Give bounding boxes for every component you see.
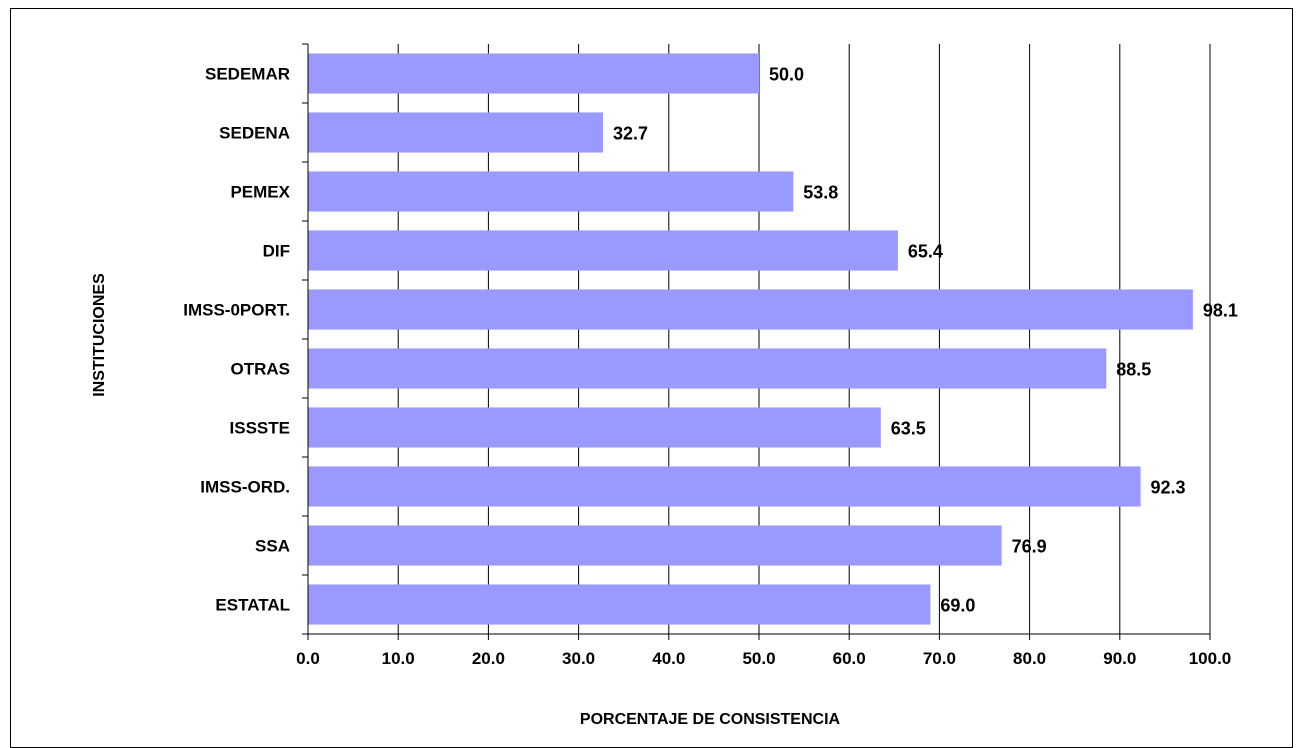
- x-tick-label: 20.0: [472, 649, 505, 668]
- bar: [308, 112, 603, 153]
- data-label: 32.7: [613, 124, 648, 144]
- axes: [302, 43, 1211, 640]
- data-label: 69.0: [940, 596, 975, 616]
- category-label: IMSS-0PORT.: [183, 301, 290, 320]
- data-label: 50.0: [769, 65, 804, 85]
- category-label: SEDENA: [219, 124, 290, 143]
- x-tick-label: 50.0: [742, 649, 775, 668]
- bar: [308, 348, 1107, 389]
- category-label: ISSSTE: [230, 419, 290, 438]
- x-tick-label: 60.0: [833, 649, 866, 668]
- bar: [308, 230, 898, 271]
- bar: [308, 525, 1002, 566]
- category-label: OTRAS: [231, 360, 291, 379]
- x-tick-label: 10.0: [382, 649, 415, 668]
- category-label: SEDEMAR: [205, 65, 290, 84]
- data-label: 76.9: [1012, 537, 1047, 557]
- bars: [308, 53, 1193, 625]
- category-label: SSA: [255, 537, 290, 556]
- labels: 0.0 10.0 20.0 30.0 40.0 50.0 60.0 70.0 80.0 90.0 1…: [183, 65, 1238, 669]
- category-label: PEMEX: [230, 183, 290, 202]
- x-tick-label: 80.0: [1013, 649, 1046, 668]
- bar: [308, 171, 794, 212]
- bar: [308, 466, 1141, 507]
- data-label: 53.8: [803, 183, 838, 203]
- x-tick-label: 40.0: [652, 649, 685, 668]
- data-label: 88.5: [1116, 360, 1151, 380]
- data-label: 92.3: [1151, 478, 1186, 498]
- y-axis-title: INSTITUCIONES: [91, 273, 108, 397]
- x-tick-label: 70.0: [923, 649, 956, 668]
- bar: [308, 289, 1193, 330]
- data-label: 65.4: [908, 242, 943, 262]
- category-label: DIF: [263, 242, 290, 261]
- x-tick-label: 0.0: [296, 649, 320, 668]
- category-label: ESTATAL: [215, 596, 290, 615]
- x-axis-title: PORCENTAJE DE CONSISTENCIA: [580, 711, 841, 728]
- data-label: 98.1: [1203, 301, 1238, 321]
- x-tick-label: 90.0: [1103, 649, 1136, 668]
- bar: [308, 53, 759, 94]
- data-label: 63.5: [891, 419, 926, 439]
- category-label: IMSS-ORD.: [200, 478, 290, 497]
- bar: [308, 584, 931, 625]
- x-tick-label: 100.0: [1189, 649, 1232, 668]
- bar: [308, 407, 881, 448]
- x-tick-label: 30.0: [562, 649, 595, 668]
